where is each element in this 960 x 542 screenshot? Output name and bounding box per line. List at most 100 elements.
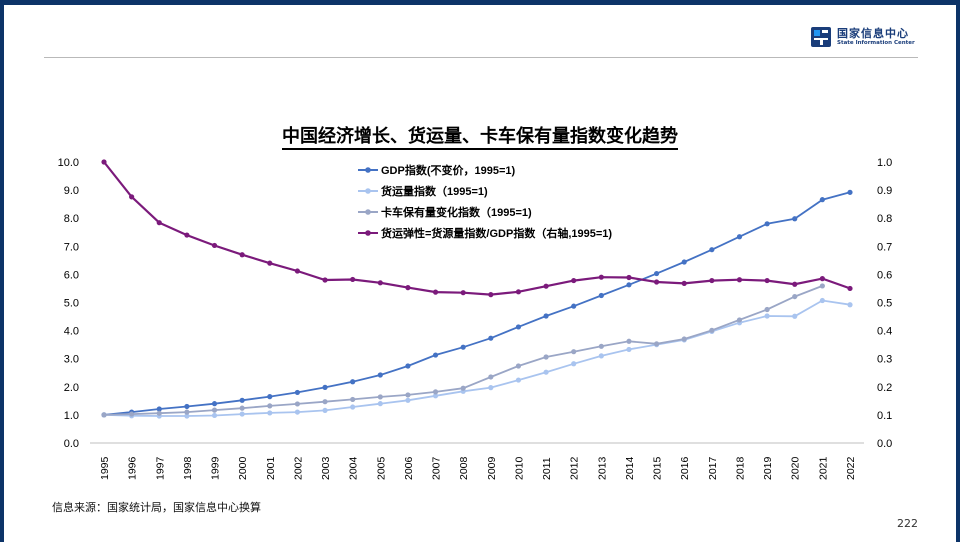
series-2-point <box>598 343 604 349</box>
series-3-point <box>156 220 162 226</box>
logo-name-en: State Information Center <box>837 39 915 46</box>
series-2-point <box>322 399 328 405</box>
series-1-point <box>377 401 383 407</box>
series-3-point <box>239 252 245 258</box>
series-0-point <box>543 313 549 319</box>
legend-label: 货运弹性=货源量指数/GDP指数（右轴,1995=1) <box>380 226 612 240</box>
series-1-point <box>405 397 411 403</box>
series-1-point <box>571 361 577 367</box>
right-axis-tick-label: 0.4 <box>877 326 892 338</box>
series-3-point <box>819 276 825 282</box>
x-axis-tick-label: 2019 <box>762 456 774 480</box>
series-2-point <box>764 306 770 313</box>
series-2-point <box>377 394 383 400</box>
series-2-point <box>405 392 411 398</box>
series-2-point <box>543 354 549 360</box>
series-2-point <box>101 412 107 418</box>
series-2-point <box>571 349 577 355</box>
series-1-point <box>488 385 494 391</box>
x-axis-tick-label: 2003 <box>320 456 332 480</box>
series-2-point <box>653 341 660 347</box>
series-0-point <box>847 189 853 195</box>
x-axis-tick-label: 2015 <box>652 456 664 480</box>
legend-swatch-marker <box>365 188 371 194</box>
logo-icon <box>811 27 831 47</box>
series-3-point <box>847 285 853 292</box>
series-1-point <box>543 369 549 375</box>
series-3-point <box>764 277 770 284</box>
series-1-point <box>847 302 853 308</box>
series-2-point <box>681 336 687 342</box>
series-3-point <box>211 242 218 249</box>
series-1-point <box>626 346 632 353</box>
series-1-point <box>239 411 245 417</box>
series-3-point <box>294 268 301 274</box>
left-axis-tick-label: 5.0 <box>64 298 79 310</box>
right-axis-tick-label: 0.1 <box>877 410 892 422</box>
series-3-point <box>598 274 604 280</box>
series-2-point <box>350 396 356 403</box>
x-axis-tick-label: 2009 <box>486 456 498 480</box>
chart-title: 中国经济增长、货运量、卡车保有量指数变化趋势 <box>282 126 678 150</box>
series-0-point <box>184 403 190 410</box>
left-axis-tick-label: 0.0 <box>64 438 79 450</box>
series-line-3 <box>103 161 851 296</box>
series-2-point <box>239 405 245 411</box>
series-3-point <box>377 280 383 286</box>
left-axis-tick-label: 1.0 <box>64 410 79 422</box>
series-3-point <box>101 159 107 165</box>
left-axis-tick-label: 2.0 <box>64 382 79 394</box>
series-line-1 <box>103 299 851 417</box>
series-2-point <box>709 327 715 333</box>
series-0-point <box>819 197 825 203</box>
legend-label: 货运量指数（1995=1) <box>380 184 488 198</box>
series-0-point <box>432 352 439 358</box>
series-0-point <box>792 216 798 222</box>
series-1-point <box>350 404 356 410</box>
series-0-point <box>211 401 218 407</box>
left-axis-tick-label: 7.0 <box>64 241 79 253</box>
series-2-point <box>294 401 301 407</box>
series-1-point <box>294 409 301 415</box>
series-0-point <box>736 234 743 240</box>
series-0-point <box>156 406 162 412</box>
left-axis-tick-label: 6.0 <box>64 269 79 281</box>
legend-swatch-marker <box>365 209 371 215</box>
x-axis-tick-label: 2007 <box>431 456 443 480</box>
right-axis-tick-label: 0.6 <box>877 269 892 281</box>
left-band <box>0 0 4 542</box>
series-1-point <box>267 410 273 416</box>
series-3-point <box>571 277 577 284</box>
x-axis-tick-label: 1995 <box>99 456 111 480</box>
series-1-point <box>764 313 770 319</box>
x-axis-tick-label: 2011 <box>541 457 553 480</box>
series-3-point <box>653 279 660 285</box>
series-3-point <box>543 283 549 289</box>
top-band <box>0 0 960 5</box>
right-axis-tick-label: 0.5 <box>877 298 892 310</box>
legend-swatch-marker <box>365 167 371 173</box>
x-axis-tick-label: 2018 <box>734 456 746 480</box>
left-axis-tick-label: 9.0 <box>64 185 79 197</box>
legend-label: 卡车保有量变化指数（1995=1) <box>381 205 532 219</box>
series-0-point <box>239 397 245 403</box>
right-axis-tick-label: 0.9 <box>877 185 892 197</box>
x-axis-tick-label: 1998 <box>182 456 194 480</box>
x-axis-tick-label: 2022 <box>845 456 857 480</box>
left-axis-tick-label: 3.0 <box>64 354 79 366</box>
series-1-point <box>792 313 798 319</box>
series-1-point <box>515 377 522 383</box>
series-1-point <box>598 353 604 359</box>
series-3-point <box>515 289 522 295</box>
series-0-point <box>267 394 273 400</box>
series-3-point <box>405 285 411 291</box>
series-0-point <box>322 384 328 390</box>
x-axis-tick-label: 2021 <box>817 456 829 480</box>
series-2-point <box>515 363 522 369</box>
series-2-point <box>819 283 825 289</box>
right-axis-tick-label: 0.2 <box>877 382 892 394</box>
series-0-point <box>405 363 411 369</box>
series-2-point <box>488 374 494 380</box>
